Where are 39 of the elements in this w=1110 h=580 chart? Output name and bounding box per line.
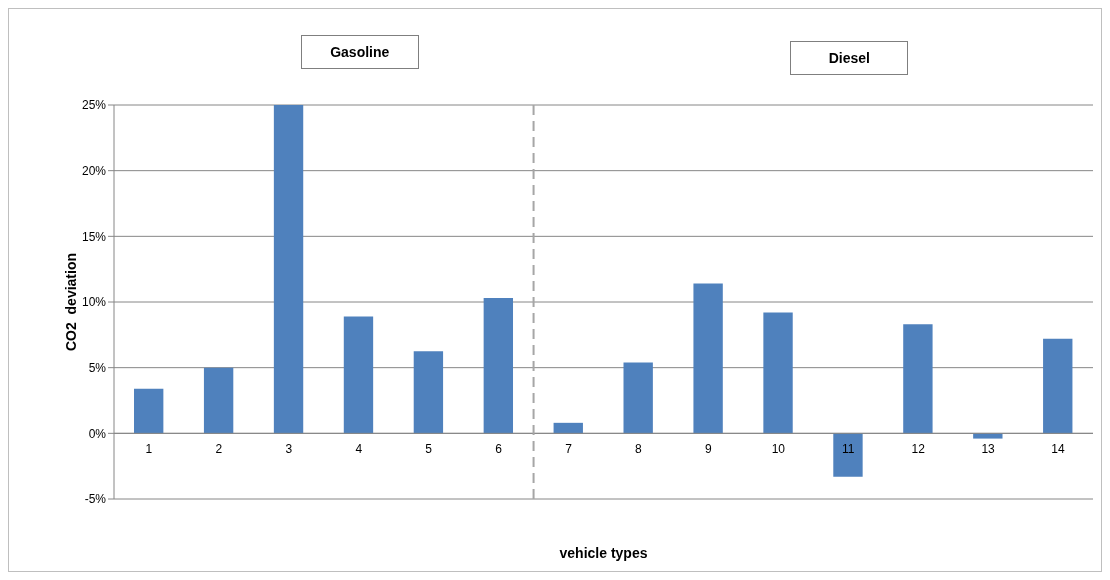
bar [273, 105, 304, 434]
x-tick-label: 6 [495, 442, 503, 457]
bar [693, 283, 723, 434]
bar [973, 433, 1003, 439]
y-tick-label: 5% [88, 360, 107, 375]
text: Diesel [790, 41, 909, 75]
x-tick-label: 14 [1051, 442, 1066, 457]
bar [1043, 338, 1073, 434]
y-tick-label: 0% [88, 426, 107, 441]
y-tick-label: 25% [81, 98, 107, 113]
x-axis-title: vehicle types [559, 545, 648, 561]
bar [623, 362, 653, 434]
bar [763, 312, 793, 434]
text: Gasoline [300, 35, 419, 69]
bar [553, 422, 583, 434]
x-tick-label: 8 [635, 442, 643, 457]
y-tick-label: -5% [84, 492, 107, 507]
bar [343, 316, 374, 434]
y-axis-title: CO2 deviation [63, 252, 79, 352]
bar [413, 351, 444, 434]
x-tick-label: 11 [842, 442, 855, 457]
x-tick-label: 2 [215, 442, 223, 457]
x-tick-label: 10 [771, 442, 786, 457]
bar [833, 433, 863, 477]
bar [903, 324, 933, 434]
x-tick-label: 3 [285, 442, 293, 457]
x-tick-label: 1 [145, 442, 153, 457]
x-tick-label: 4 [355, 442, 363, 457]
x-tick-label: 7 [565, 442, 573, 457]
x-tick-label: 12 [911, 442, 926, 457]
y-tick-label: 10% [81, 295, 107, 310]
x-tick-label: 9 [705, 442, 713, 457]
x-tick-label: 13 [981, 442, 996, 457]
bar [134, 388, 164, 434]
y-tick-label: 15% [81, 229, 107, 244]
x-tick-label: 5 [425, 442, 433, 457]
bar [203, 367, 234, 434]
y-tick-label: 20% [81, 163, 107, 178]
bar [483, 298, 514, 434]
